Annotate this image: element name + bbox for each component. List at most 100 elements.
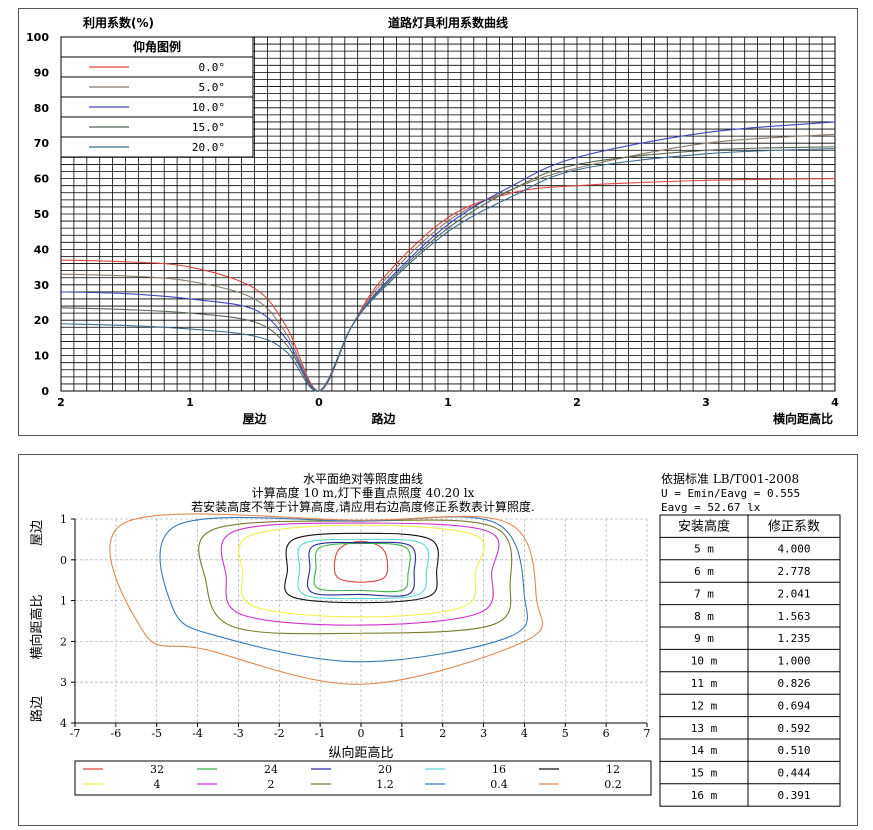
contour-y-tick-label: 3 [60,676,67,689]
y-tick-label: 0 [41,385,49,398]
contour-x-tick-label: 1 [398,727,405,740]
legend-title: 仰角图例 [133,39,181,54]
isolux-title-line: 若安装高度不等于计算高度,请应用右边高度修正系数表计算照度. [191,499,535,514]
legend-label: 15.0° [192,121,225,134]
correction-table-cell: 10 m [691,655,718,668]
correction-table-cell: 4.000 [777,543,810,556]
standard-text: 依据标准 LB/T001-2008 [661,471,799,486]
utilization-chart-panel: 0 10 20 30 40 50 60 70 80 90 100 2 1 0 1 2 3 4 利用系数(%) 道路灯具… [18,8,858,436]
contour-line-5 [238,524,485,618]
contour-x-tick-label: 3 [480,727,487,740]
correction-table-cell: 2.041 [777,587,810,600]
correction-table-cell: 12 m [691,699,718,712]
x-ticks: 2 1 0 1 2 3 4 [57,396,839,409]
contour-x-tick-label: 5 [562,727,569,740]
road-side-label: 路边 [371,411,396,426]
y-tick-label: 50 [34,208,50,221]
y-tick-label: 30 [34,279,50,292]
correction-table-cell: 2.778 [777,565,810,578]
contour-line-2 [306,541,417,597]
correction-table-cell: 0.510 [777,744,810,757]
series-lines [60,121,836,392]
contour-x-tick-label: 2 [439,727,446,740]
x-tick-label: 1 [444,396,452,409]
correction-table-cell: 0.592 [777,722,810,735]
contour-x-tick-label: -5 [151,727,162,740]
contour-legend-box [74,760,652,796]
y-tick-label: 40 [34,243,50,256]
y-ticks: 0 10 20 30 40 50 60 70 80 90 100 [26,31,49,398]
correction-table-cell: 0.826 [777,677,810,690]
contour-x-tick-label: 7 [644,727,651,740]
legend-label: 20.0° [192,141,225,154]
legend-label: 5.0° [199,81,226,94]
contour-legend-label: 1.2 [376,778,394,791]
correction-table-header: 安装高度 [678,519,730,535]
correction-table-cell: 0.391 [777,789,810,802]
contour-x-tick-label: -7 [70,727,81,740]
x-tick-label: 1 [186,396,194,409]
contour-legend-label: 12 [606,763,620,776]
contour-legend-label: 0.2 [604,778,622,791]
contour-line-8 [159,516,528,663]
correction-table-cell: 14 m [691,744,718,757]
uniformity-text: U = Emin/Eavg = 0.555 [661,487,800,500]
legend-label: 10.0° [192,101,225,114]
contour-x-tick-label: -1 [315,727,326,740]
contour-legend-label: 24 [264,763,278,776]
correction-table-cell: 1.563 [777,610,810,623]
correction-table-cell: 1.235 [777,632,810,645]
y-tick-label: 20 [34,314,50,327]
contour-legend-label: 16 [492,763,506,776]
contour-x-axis-title: 纵向距高比 [328,745,393,761]
contour-house-side-label: 屋边 [30,520,45,546]
legend-label: 0.0° [199,61,226,74]
correction-table-cell: 15 m [691,767,718,780]
correction-table-cell: 7 m [694,587,714,600]
y-tick-label: 60 [34,173,50,186]
x-tick-label: 3 [702,396,710,409]
chart-title: 道路灯具利用系数曲线 [388,15,508,30]
correction-table: 安装高度 修正系数 5 m 4.000 6 m 2.778 7 m 2.041 8 m 1.563… [659,514,841,807]
isolux-chart-panel: 水平面绝对等照度曲线 计算高度 10 m,灯下垂直点照度 40.20 lx 若安装高… [18,454,858,826]
correction-table-cell: 13 m [691,722,718,735]
correction-table-cell: 9 m [694,632,714,645]
y-tick-label: 90 [34,66,50,79]
contour-x-ticks: -7 -6 -5 -4 -3 -2 -1 0 1 2 3 4 5 6 7 [70,727,651,740]
contour-x-tick-label: -6 [110,727,121,740]
contour-line-3 [297,538,430,600]
contour-y-tick-label: 4 [60,717,67,730]
y-axis-title: 利用系数(%) [83,15,154,30]
series-line-4 [60,147,836,392]
contour-legend: 32 24 20 16 12 4 2 1.2 0.4 0.2 [74,760,652,796]
contour-y-axis-title: 横向距高比 [29,594,45,659]
correction-table-cell: 16 m [691,789,718,802]
contour-legend-label: 4 [154,778,161,791]
contour-legend-label: 2 [268,778,275,791]
contour-x-tick-label: 0 [358,727,365,740]
legend: 仰角图例 0.0° 5.0° 10.0° 15.0° 20.0° [60,36,254,158]
correction-table-cell: 1.000 [777,655,810,668]
contour-y-tick-label: 2 [60,635,67,648]
contour-line-6 [220,522,500,626]
contour-x-tick-label: -4 [192,727,203,740]
contour-y-tick-label: 0 [60,554,67,567]
x-tick-label: 2 [57,396,65,409]
correction-table-cell: 0.694 [777,699,810,712]
isolux-title-line: 水平面绝对等照度曲线 [303,471,423,486]
y-tick-label: 10 [34,350,50,363]
correction-table-header: 修正系数 [768,520,820,535]
isolux-title-line: 计算高度 10 m,灯下垂直点照度 40.20 lx [252,485,475,500]
correction-table-border [659,514,841,807]
contour-line-1 [313,542,411,593]
contour-y-tick-label: 1 [60,595,67,608]
x-tick-label: 0 [315,396,323,409]
contour-line-9 [109,513,544,685]
correction-table-cell: 6 m [694,565,714,578]
contour-legend-label: 32 [150,763,164,776]
contour-road-side-label: 路边 [29,696,45,722]
